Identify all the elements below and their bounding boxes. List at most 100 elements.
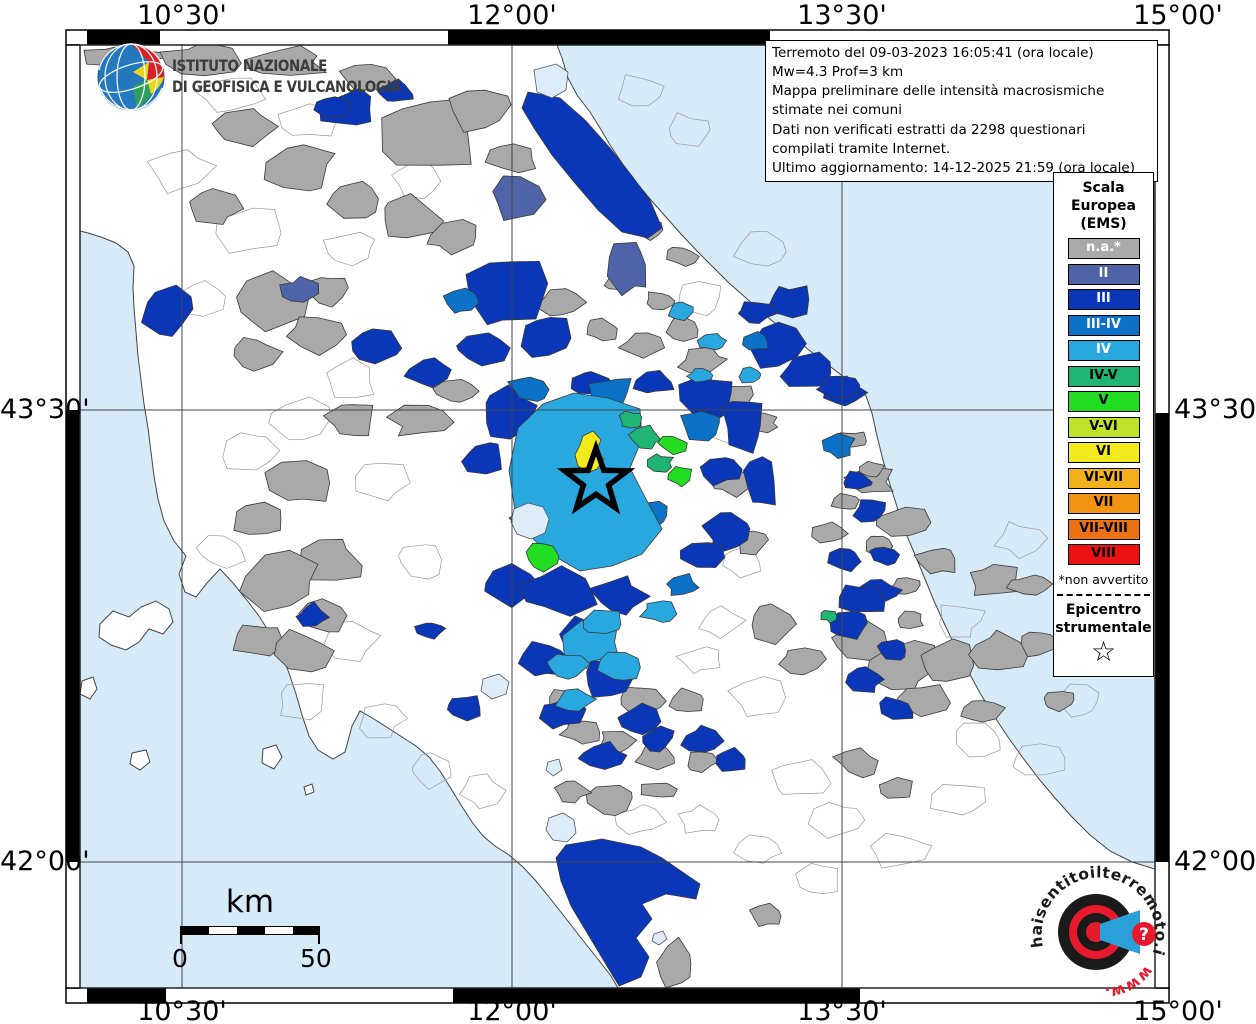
municipality-border: [727, 676, 786, 717]
municipality-intensity-III: [680, 724, 725, 753]
municipality-intensity-na: [646, 291, 676, 311]
municipality-intensity-na: [322, 404, 374, 437]
municipality-border: [359, 703, 409, 739]
axis-tick-label: 43°30': [0, 394, 90, 425]
scale-bar-min: 0: [172, 944, 188, 973]
municipality-intensity-na: [285, 316, 347, 356]
municipality-intensity-V: [657, 435, 688, 456]
ingv-line2: DI GEOFISICA E VULCANOLOGIA: [172, 77, 402, 96]
municipality-border: [807, 802, 866, 839]
scale-bar-unit: km: [225, 884, 275, 920]
ingv-wordmark: ISTITUTO NAZIONALE DI GEOFISICA E VULCAN…: [172, 57, 402, 97]
municipality-intensity-III: [642, 725, 675, 753]
legend-swatch-viiviii: VII-VIII: [1067, 518, 1140, 540]
municipality-intensity-na: [189, 188, 245, 225]
municipality-intensity-V: [667, 466, 693, 488]
municipality-intensity-III: [577, 740, 628, 770]
municipality-intensity-III: [313, 96, 352, 118]
municipality-intensity-III: [765, 285, 810, 319]
axis-tick-label: 42°00': [0, 846, 90, 877]
municipality-intensity-IV: [596, 651, 641, 681]
municipality-border: [280, 683, 324, 721]
municipality-intensity-III: [376, 78, 414, 102]
municipality-border: [458, 773, 507, 810]
municipality-intensity-na: [897, 610, 924, 629]
municipality-intensity-na: [913, 547, 956, 575]
municipality-border: [930, 784, 986, 816]
municipality-border: [193, 77, 267, 113]
municipality-intensity-IV-V: [647, 453, 675, 473]
map-inner-border: [79, 44, 1156, 989]
legend-swatch-vii: VII: [1067, 493, 1140, 515]
title-line-data: Dati non verificati estratti da 2298 que…: [772, 121, 1086, 157]
municipality-intensity-na: [858, 460, 886, 478]
axis-tick-label: 10°30': [137, 0, 227, 31]
municipality-intensity-na: [656, 936, 692, 988]
municipality-border: [268, 396, 332, 441]
legend-footnote: *non avvertito: [1058, 572, 1149, 588]
municipality-border: [675, 646, 721, 675]
municipality-intensity-na: [233, 336, 284, 372]
municipality-intensity-na: [1005, 574, 1054, 596]
municipality-intensity-na: [640, 782, 678, 798]
municipality-intensity-IV-V: [618, 410, 643, 429]
municipality-border: [732, 230, 787, 267]
municipality-intensity-III: [351, 328, 403, 365]
ingv-line1: ISTITUTO NAZIONALE: [172, 57, 327, 76]
municipality-intensity-III: [852, 499, 887, 523]
municipality-intensity-III: [295, 600, 331, 627]
municipality-intensity-na: [432, 378, 480, 403]
title-line-map: Mappa preliminare delle intensità macros…: [772, 83, 1105, 119]
lake: [651, 930, 668, 946]
municipality-intensity-III: [617, 702, 662, 736]
municipality-intensity-IV-V: [627, 424, 661, 450]
legend-swatch-v: V: [1067, 391, 1140, 413]
municipality-intensity-na: [748, 902, 782, 927]
axis-tick-label: 10°30': [137, 996, 227, 1024]
municipality-intensity-na: [1043, 691, 1075, 713]
municipality-intensity-IV: [638, 600, 678, 623]
legend-swatch-vi: VI: [1067, 442, 1140, 464]
legend-items: n.a.* II III III-IV IV IV-V V V-VI VI VI-VII VII VI…: [1054, 238, 1153, 566]
haisentito-logo-svg: ? haisentitoilterremoto.it www.: [1016, 838, 1169, 1002]
municipality-intensity-na: [232, 624, 284, 657]
municipality-intensity-III-IV: [442, 287, 480, 314]
axis-tick-label: 15°00': [1133, 0, 1223, 31]
axis-tick-label: 43°30': [1174, 394, 1256, 425]
municipality-intensity-IV: [546, 653, 591, 680]
municipality-intensity-III: [461, 442, 502, 475]
municipality-intensity-III: [845, 666, 885, 693]
legend-title: Scala Europea (EMS): [1070, 180, 1137, 233]
municipality-intensity-III: [517, 565, 598, 617]
municipality-intensity-na: [243, 45, 328, 76]
municipality-intensity-IV: [582, 609, 622, 634]
municipality-border: [215, 207, 282, 254]
municipality-border: [771, 759, 832, 795]
municipality-intensity-na: [585, 784, 633, 817]
municipality-intensity-III: [827, 547, 862, 573]
municipality-intensity-III: [403, 357, 452, 388]
axis-tick-label: 42°00': [1174, 846, 1256, 877]
lake: [533, 63, 569, 99]
municipality-border: [398, 544, 442, 580]
municipality-intensity-na: [264, 460, 331, 502]
municipality-intensity-IV: [685, 367, 714, 383]
axis-tick-label: 13°30': [797, 996, 887, 1024]
axis-tick-label: 13°30': [797, 0, 887, 31]
municipality-intensity-na: [385, 404, 455, 437]
municipality-intensity-na: [617, 332, 666, 359]
municipality-intensity-III-IV: [666, 573, 700, 596]
scale-bar-tick-start: [180, 935, 182, 944]
municipality-border: [355, 462, 411, 502]
municipality-intensity-III-IV: [680, 410, 720, 442]
municipality-intensity-na: [558, 720, 601, 745]
municipality-intensity-na: [233, 501, 282, 535]
municipality-border: [669, 112, 711, 147]
municipality-border: [412, 752, 452, 790]
municipality-border: [698, 605, 747, 639]
municipality-border: [993, 521, 1049, 560]
municipality-intensity-na: [211, 108, 280, 148]
haisentitoilterremoto-logo: ? haisentitoilterremoto.it www.: [1016, 838, 1175, 1021]
municipality-intensity-na: [960, 700, 1007, 723]
